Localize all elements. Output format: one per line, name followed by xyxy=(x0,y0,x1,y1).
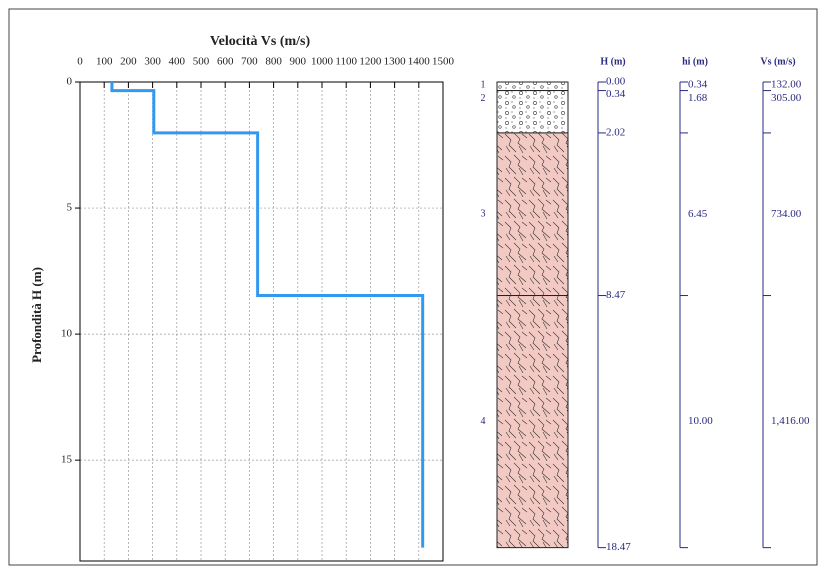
plot-area xyxy=(79,81,444,562)
y-tick-label: 5 xyxy=(67,202,73,214)
layer xyxy=(496,132,569,297)
column-header: Vs (m/s) xyxy=(760,56,795,67)
layer-number: 2 xyxy=(481,93,486,104)
thickness-label: 6.45 xyxy=(688,208,708,220)
layer-number: 3 xyxy=(481,209,486,220)
frame xyxy=(8,8,818,566)
x-tick-label: 100 xyxy=(96,56,113,68)
x-tick-label: 400 xyxy=(169,56,186,68)
x-tick-label: 600 xyxy=(217,56,234,68)
x-tick-label: 0 xyxy=(77,56,83,68)
vs-label: 132.00 xyxy=(771,79,802,91)
thickness-label: 0.34 xyxy=(688,79,708,91)
x-tick-label: 800 xyxy=(265,56,282,68)
layer xyxy=(496,90,569,134)
layer xyxy=(496,295,569,549)
vs-label: 1,416.00 xyxy=(771,415,810,427)
x-tick-label: 200 xyxy=(120,56,137,68)
depth-label: 8.47 xyxy=(606,289,626,301)
column-header: H (m) xyxy=(600,56,625,67)
layer xyxy=(496,81,569,92)
y-tick-label: 10 xyxy=(61,328,73,340)
y-axis-label: Profondità H (m) xyxy=(29,267,44,363)
x-tick-label: 300 xyxy=(144,56,161,68)
chart-title: Velocità Vs (m/s) xyxy=(210,34,311,49)
column-header: hi (m) xyxy=(682,56,708,67)
layer-number: 1 xyxy=(481,79,486,90)
vs-line xyxy=(110,82,425,548)
x-tick-label: 900 xyxy=(290,56,307,68)
y-tick-label: 0 xyxy=(67,76,73,88)
x-tick-label: 1300 xyxy=(384,56,407,68)
depth-label: 2.02 xyxy=(606,126,625,138)
x-tick-label: 1400 xyxy=(408,56,431,68)
vs-label: 734.00 xyxy=(771,208,802,220)
vs-label: 305.00 xyxy=(771,92,802,104)
y-tick-label: 15 xyxy=(61,454,73,466)
x-tick-label: 1000 xyxy=(311,56,334,68)
x-tick-label: 500 xyxy=(193,56,210,68)
x-tick-label: 1200 xyxy=(359,56,382,68)
depth-label: 0.34 xyxy=(606,88,626,100)
layer-number: 4 xyxy=(481,416,486,427)
depth-label: 18.47 xyxy=(606,541,631,553)
thickness-label: 1.68 xyxy=(688,92,708,104)
thickness-label: 10.00 xyxy=(688,415,713,427)
x-tick-label: 1100 xyxy=(335,56,357,68)
x-tick-label: 1500 xyxy=(432,56,455,68)
x-tick-label: 700 xyxy=(241,56,258,68)
depth-label: 0.00 xyxy=(606,76,626,88)
